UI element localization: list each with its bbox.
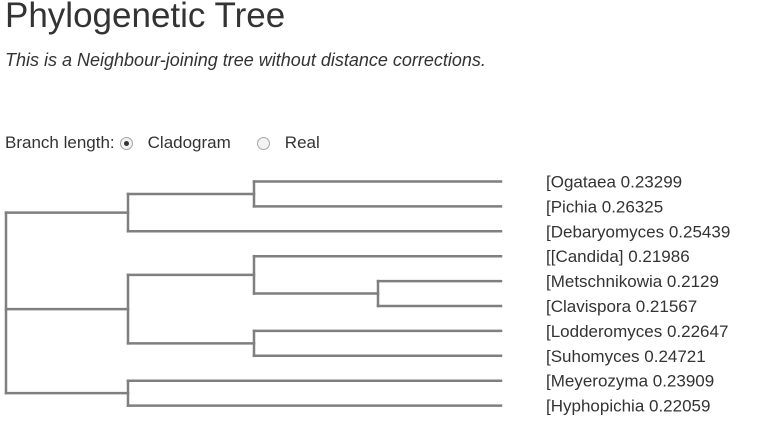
phylogenetic-tree: [Ogataea 0.23299 [Pichia 0.26325 [Debaryom… xyxy=(4,173,730,416)
tree-leaf-label: [Meyerozyma 0.23909 xyxy=(546,372,714,391)
real-label[interactable]: Real xyxy=(284,133,320,152)
page-title: Phylogenetic Tree xyxy=(5,0,286,35)
branch-length-control: Branch length: Cladogram Real xyxy=(5,132,320,154)
tree-leaf-label: [Metschnikowia 0.2129 xyxy=(546,272,719,291)
tree-leaf-label: [Ogataea 0.23299 xyxy=(546,173,682,192)
branch-length-label: Branch length: xyxy=(5,133,115,152)
tree-branches xyxy=(4,180,503,407)
tree-leaf-label: [Lodderomyces 0.22647 xyxy=(546,322,728,341)
tree-leaf-label: [[Candida] 0.21986 xyxy=(546,247,690,266)
cladogram-radio[interactable] xyxy=(119,136,133,150)
real-radio[interactable] xyxy=(256,136,270,150)
tree-leaf-label: [Hyphopichia 0.22059 xyxy=(546,397,710,416)
tree-leaf-label: [Suhomyces 0.24721 xyxy=(546,347,706,366)
page-subtitle: This is a Neighbour-joining tree without… xyxy=(5,50,486,70)
tree-leaf-label: [Clavispora 0.21567 xyxy=(546,297,697,316)
tree-leaf-label: [Debaryomyces 0.25439 xyxy=(546,222,730,241)
cladogram-label[interactable]: Cladogram xyxy=(147,133,231,152)
tree-leaf-labels: [Ogataea 0.23299 [Pichia 0.26325 [Debaryom… xyxy=(546,173,730,416)
tree-leaf-label: [Pichia 0.26325 xyxy=(546,197,663,216)
